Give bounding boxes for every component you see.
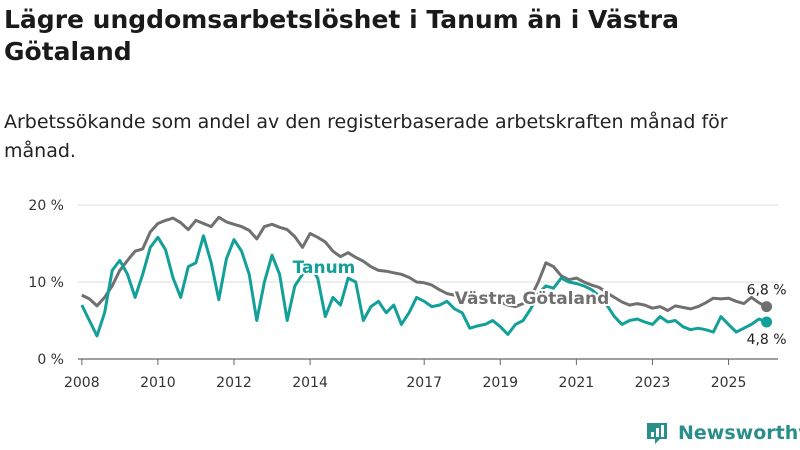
- x-tick-label: 2021: [559, 375, 595, 391]
- x-tick-label: 2014: [292, 375, 328, 391]
- line-chart: 0 % 10 % 20 % 2008 2010 2012 2014 2017 2019 2021…: [28, 198, 789, 391]
- series-lines: [80, 215, 773, 338]
- chart-title: Lägre ungdomsarbetslöshet i Tanum än i V…: [4, 5, 679, 66]
- x-tick-label: 2010: [140, 375, 176, 391]
- series-labels: Västra Götaland 6,8 % Tanum 4,8 %: [291, 256, 789, 350]
- brand-logo: Newsworthy: [644, 420, 800, 446]
- y-tick-label: 10 %: [28, 275, 64, 291]
- chart-subtitle: Arbetssökande som andel av den registerb…: [4, 111, 728, 162]
- newsworthy-logo-icon: [647, 423, 667, 444]
- y-tick-label: 0 %: [37, 352, 64, 368]
- x-tick-label: 2017: [406, 375, 442, 391]
- end-point-marker: [761, 316, 773, 328]
- end-point-marker: [761, 301, 773, 313]
- x-tick-label: 2012: [216, 375, 252, 391]
- series-line-vastra-gotaland: [81, 215, 768, 312]
- brand-name: Newsworthy: [678, 422, 800, 444]
- grid-lines: [78, 204, 778, 360]
- x-tick-label: 2023: [635, 375, 671, 391]
- end-value-label: 4,8 %: [747, 332, 787, 348]
- x-tick-label: 2025: [711, 375, 747, 391]
- x-axis: 2008 2010 2012 2014 2017 2019 2021 2023 2025: [64, 359, 746, 391]
- y-tick-label: 20 %: [28, 198, 64, 214]
- x-tick-label: 2019: [482, 375, 518, 391]
- end-value-label: 6,8 %: [747, 283, 787, 299]
- x-tick-label: 2008: [64, 375, 100, 391]
- y-axis: 0 % 10 % 20 %: [28, 198, 64, 368]
- series-label: Västra Götaland: [455, 289, 610, 309]
- series-label: Tanum: [293, 258, 356, 278]
- series-line-tanum: [80, 234, 768, 338]
